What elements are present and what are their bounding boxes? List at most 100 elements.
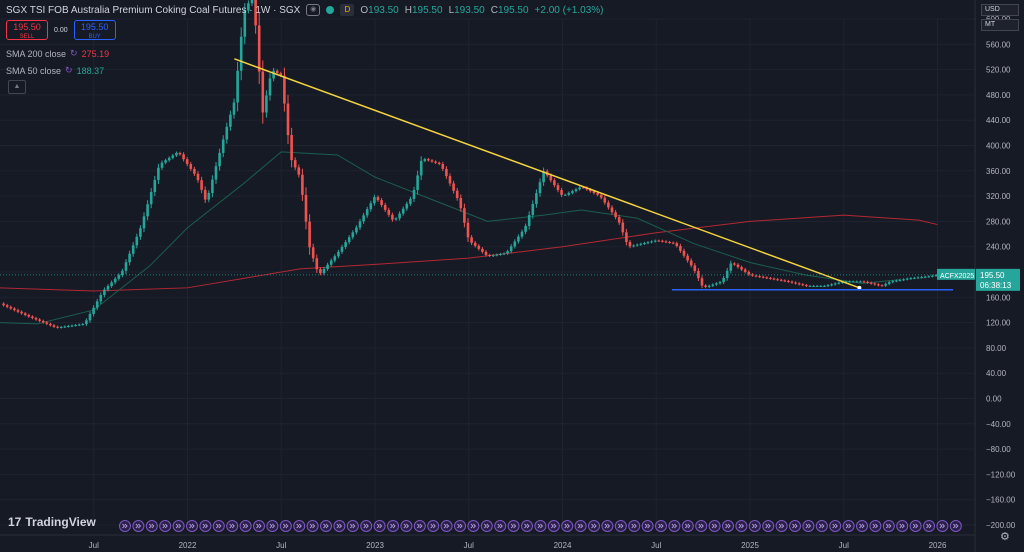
candle-body	[772, 278, 776, 280]
candle-body	[481, 248, 484, 252]
candle-body	[369, 203, 373, 210]
forward-arrow-icon	[360, 520, 373, 532]
forward-arrow-icon	[748, 520, 761, 532]
candle-body	[635, 244, 639, 246]
indicator-sma200[interactable]: SMA 200 close ↻ 275.19	[6, 48, 110, 59]
candle-body	[614, 212, 617, 218]
candle-body	[131, 245, 135, 254]
buy-button[interactable]: 195.50 BUY	[73, 20, 116, 40]
candle-body	[567, 192, 571, 195]
trade-buttons: 195.50 SELL 0.00 195.50 BUY	[6, 20, 116, 40]
candle-body	[31, 316, 34, 319]
event-markers[interactable]	[119, 520, 962, 532]
candle-body	[376, 197, 380, 201]
forward-arrow-icon	[454, 520, 466, 532]
candle-body	[268, 78, 272, 96]
candle-body	[707, 285, 711, 287]
symbol-tag	[937, 268, 975, 280]
x-tick-label: Jul	[89, 541, 99, 550]
gear-icon[interactable]: ⚙	[1000, 531, 1010, 543]
candle-body	[160, 162, 164, 168]
candle-body	[441, 163, 445, 169]
candle-body	[538, 182, 542, 194]
candle-body	[661, 240, 664, 242]
forward-arrow-icon	[373, 520, 386, 532]
candle-body	[891, 281, 895, 283]
time-axis[interactable]: Jul 2022 Jul 2023 Jul 2024 Jul 2025 Jul 2026	[0, 19, 975, 550]
candle-body	[805, 285, 808, 287]
sell-button[interactable]: 195.50 SELL	[6, 20, 48, 40]
candle-body	[884, 283, 887, 286]
symbol-tag-text: ACFX2025	[940, 273, 974, 280]
forward-arrow-icon	[333, 520, 346, 532]
candle-body	[812, 285, 815, 287]
forward-arrow-icon	[534, 520, 547, 532]
loading-icon: ↻	[65, 65, 73, 75]
candle-body	[139, 228, 142, 237]
candle-body	[423, 159, 427, 161]
candle-body	[578, 187, 581, 190]
candle-body	[473, 242, 477, 246]
candle-body	[337, 251, 340, 257]
candle-body	[866, 281, 869, 283]
candle-body	[293, 160, 297, 168]
candle-body	[783, 280, 787, 282]
forward-arrow-icon	[413, 520, 426, 532]
candle-body	[643, 243, 646, 245]
y-tick-label: −80.00	[986, 445, 1011, 454]
candle-body	[848, 281, 851, 283]
y-tick-label: 440.00	[986, 116, 1011, 125]
candle-body	[59, 326, 63, 328]
y-tick-label: 280.00	[986, 217, 1011, 226]
x-tick-label: 2022	[179, 541, 197, 550]
candle-body	[149, 192, 153, 205]
tradingview-logo[interactable]: 17 TradingView	[8, 515, 96, 529]
candle-body	[664, 241, 668, 243]
candle-body	[254, 0, 257, 26]
candle-body	[895, 280, 898, 282]
candle-body	[275, 70, 279, 74]
forward-arrow-icon	[266, 520, 279, 532]
candle-body	[747, 271, 751, 275]
indicator-sma50[interactable]: SMA 50 close ↻ 188.37	[6, 65, 105, 76]
candle-body	[41, 320, 45, 323]
candle-body	[373, 197, 376, 204]
eye-icon[interactable]: ◉	[306, 4, 321, 16]
unit-select[interactable]: MT	[981, 19, 1019, 31]
candle-body	[103, 289, 106, 296]
symbol-title[interactable]: SGX TSI FOB Australia Premium Coking Coa…	[6, 4, 301, 16]
candle-body	[603, 197, 607, 203]
candle-body	[5, 305, 9, 307]
candle-body	[52, 325, 56, 327]
candle-body	[185, 159, 189, 165]
candle-body	[164, 160, 167, 163]
candle-body	[203, 189, 207, 200]
candle-body	[923, 276, 927, 278]
currency-select[interactable]: USD	[981, 4, 1019, 16]
d-badge[interactable]: D	[340, 4, 355, 16]
candle-body	[427, 159, 430, 161]
price-tag-text: 195.50	[980, 271, 1005, 280]
candle-body	[409, 198, 412, 204]
candle-body	[171, 155, 175, 158]
candle-body	[700, 278, 704, 286]
candle-body	[477, 245, 481, 249]
candle-body	[257, 25, 261, 72]
drawings[interactable]	[0, 58, 975, 291]
forward-arrow-icon	[882, 520, 895, 532]
candle-body	[689, 260, 693, 266]
candle-body	[880, 285, 884, 287]
candle-body	[434, 161, 437, 163]
candle-body	[574, 189, 578, 192]
candle-body	[646, 242, 650, 244]
candle-body	[902, 279, 905, 281]
candle-body	[905, 278, 909, 280]
candle-body	[725, 270, 729, 278]
chevron-up-icon[interactable]: ▲	[8, 80, 26, 94]
candle-body	[509, 246, 513, 252]
forward-arrow-icon	[601, 520, 614, 532]
candle-body	[542, 171, 545, 183]
forward-arrow-icon	[802, 520, 815, 532]
